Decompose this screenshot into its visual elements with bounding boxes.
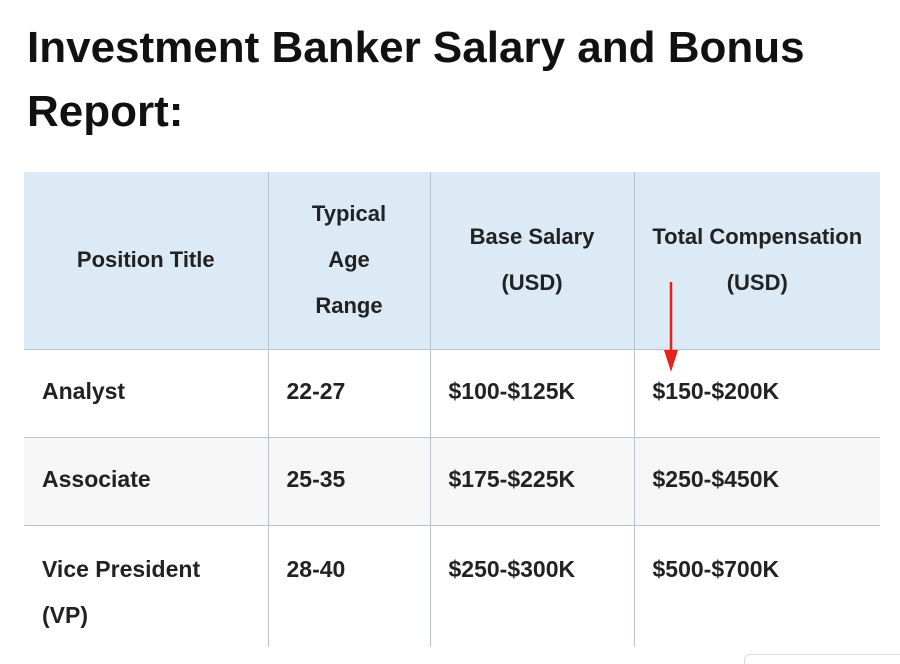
cell-text: 22-27 — [286, 377, 346, 404]
page-title: Investment Banker Salary and Bonus Repor… — [27, 23, 805, 136]
cell-position: Associate — [24, 437, 268, 526]
cell-base-salary: $100-$125K — [429, 349, 634, 438]
cell-text: $175-$225K — [448, 465, 576, 492]
cell-text: $250-$300K — [448, 555, 576, 582]
cell-age-range: 28-40 — [267, 525, 430, 647]
salary-table: Position Title Typical Age Range Base Sa… — [24, 172, 880, 647]
header-typical-age-range: Typical Age Range — [267, 172, 430, 350]
header-row: Position Title Typical Age Range Base Sa… — [24, 172, 880, 350]
header-total-compensation: Total Compensation (USD) — [633, 172, 880, 350]
cell-age-range: 22-27 — [267, 349, 430, 438]
table-body: Analyst 22-27 $100-$125K $150-$200K Asso… — [24, 349, 880, 647]
table-row: Analyst 22-27 $100-$125K $150-$200K — [24, 349, 880, 438]
table-row: Vice President (VP) 28-40 $250-$300K $50… — [24, 525, 880, 647]
cell-text: Associate — [42, 465, 151, 492]
cell-base-salary: $175-$225K — [429, 437, 634, 526]
cell-text: $150-$200K — [652, 377, 780, 404]
cell-text: 25-35 — [286, 465, 346, 492]
cell-position: Vice President (VP) — [24, 525, 268, 647]
cell-position: Analyst — [24, 349, 268, 438]
cell-text: Vice President (VP) — [42, 555, 201, 628]
cell-text: $100-$125K — [448, 377, 576, 404]
cell-text: Analyst — [42, 377, 126, 404]
corner-frame-edge — [744, 654, 900, 664]
cell-text: $250-$450K — [652, 465, 780, 492]
table-row: Associate 25-35 $175-$225K $250-$450K — [24, 437, 880, 526]
header-position-title: Position Title — [24, 172, 268, 350]
cell-total-compensation: $500-$700K — [633, 525, 880, 647]
cell-age-range: 25-35 — [267, 437, 430, 526]
cell-text: $500-$700K — [652, 555, 780, 582]
cell-total-compensation: $150-$200K — [633, 349, 880, 438]
cell-base-salary: $250-$300K — [429, 525, 634, 647]
cell-total-compensation: $250-$450K — [633, 437, 880, 526]
header-base-salary: Base Salary (USD) — [429, 172, 634, 350]
table-header: Position Title Typical Age Range Base Sa… — [24, 172, 880, 350]
cell-text: 28-40 — [286, 555, 346, 582]
down-arrow-icon — [664, 282, 678, 372]
arrow-head — [664, 350, 678, 372]
